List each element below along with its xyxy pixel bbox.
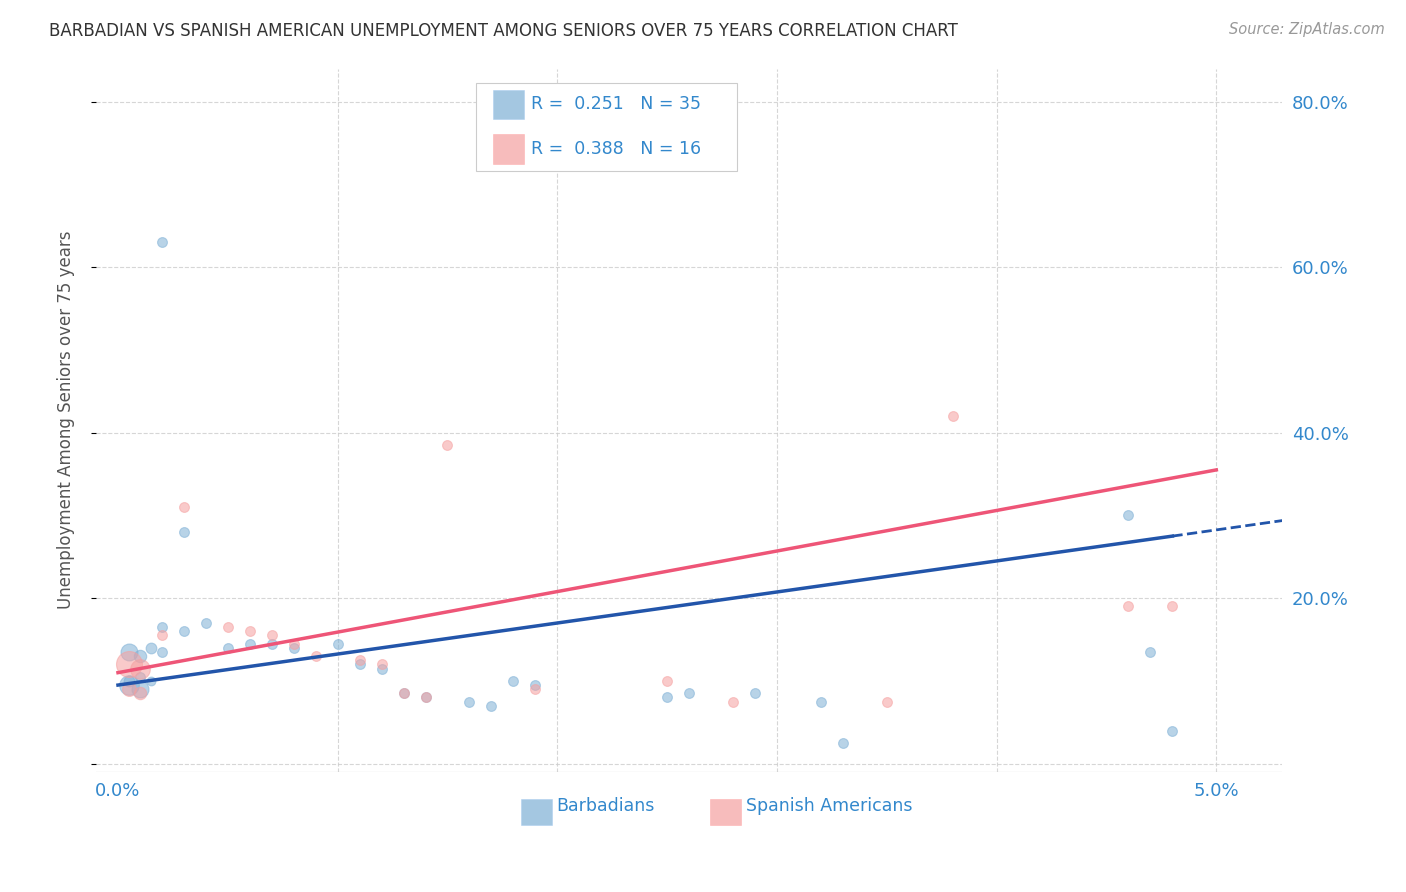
- Point: [524, 678, 547, 692]
- Point: [415, 690, 437, 705]
- Point: [217, 640, 239, 655]
- Point: [150, 620, 173, 634]
- Point: [349, 653, 371, 667]
- Point: [118, 678, 141, 692]
- Text: R =  0.251   N = 35: R = 0.251 N = 35: [531, 95, 702, 113]
- Point: [831, 736, 853, 750]
- Point: [239, 624, 262, 639]
- Point: [1161, 723, 1184, 738]
- Point: [129, 649, 152, 664]
- Point: [942, 409, 965, 423]
- Point: [139, 673, 162, 688]
- Point: [392, 686, 415, 700]
- Point: [260, 628, 283, 642]
- FancyBboxPatch shape: [520, 799, 551, 825]
- Point: [150, 645, 173, 659]
- Point: [150, 235, 173, 250]
- Text: Spanish Americans: Spanish Americans: [747, 797, 912, 815]
- Point: [744, 686, 766, 700]
- Point: [370, 661, 392, 675]
- Point: [260, 637, 283, 651]
- Point: [657, 690, 679, 705]
- Point: [129, 686, 152, 700]
- Point: [239, 637, 262, 651]
- Point: [173, 524, 195, 539]
- Y-axis label: Unemployment Among Seniors over 75 years: Unemployment Among Seniors over 75 years: [58, 231, 75, 609]
- Point: [173, 624, 195, 639]
- Point: [1161, 599, 1184, 614]
- Point: [1139, 645, 1161, 659]
- Point: [150, 628, 173, 642]
- Point: [118, 682, 141, 697]
- Point: [283, 637, 305, 651]
- Point: [678, 686, 700, 700]
- Point: [129, 661, 152, 675]
- Point: [118, 673, 141, 688]
- Point: [370, 657, 392, 672]
- Point: [1118, 599, 1140, 614]
- Point: [458, 695, 481, 709]
- Point: [326, 637, 349, 651]
- Point: [524, 682, 547, 697]
- Point: [392, 686, 415, 700]
- Point: [349, 657, 371, 672]
- Point: [118, 657, 141, 672]
- Point: [129, 670, 152, 684]
- Point: [173, 500, 195, 515]
- Point: [283, 640, 305, 655]
- Point: [129, 682, 152, 697]
- Point: [118, 645, 141, 659]
- Point: [217, 620, 239, 634]
- Point: [436, 438, 458, 452]
- FancyBboxPatch shape: [494, 89, 524, 119]
- Point: [1118, 508, 1140, 523]
- Point: [502, 673, 524, 688]
- FancyBboxPatch shape: [475, 83, 737, 170]
- Point: [415, 690, 437, 705]
- FancyBboxPatch shape: [710, 799, 741, 825]
- Point: [810, 695, 832, 709]
- Point: [305, 649, 328, 664]
- FancyBboxPatch shape: [494, 134, 524, 163]
- Text: Barbadians: Barbadians: [557, 797, 655, 815]
- Point: [481, 698, 503, 713]
- Text: R =  0.388   N = 16: R = 0.388 N = 16: [531, 140, 702, 158]
- Point: [139, 640, 162, 655]
- Point: [657, 673, 679, 688]
- Point: [194, 615, 217, 630]
- Text: Source: ZipAtlas.com: Source: ZipAtlas.com: [1229, 22, 1385, 37]
- Point: [876, 695, 898, 709]
- Text: BARBADIAN VS SPANISH AMERICAN UNEMPLOYMENT AMONG SENIORS OVER 75 YEARS CORRELATI: BARBADIAN VS SPANISH AMERICAN UNEMPLOYME…: [49, 22, 957, 40]
- Point: [721, 695, 744, 709]
